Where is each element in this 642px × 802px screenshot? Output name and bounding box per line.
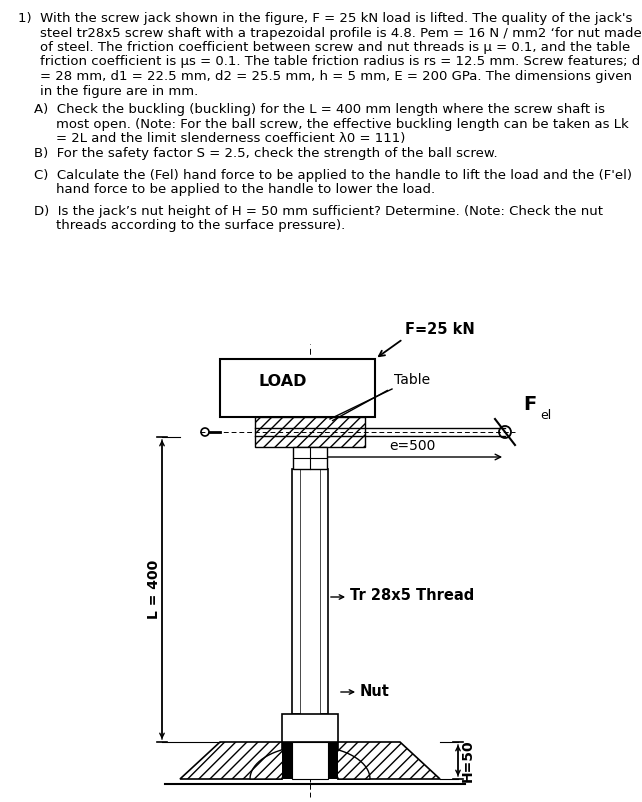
Polygon shape [338, 742, 440, 779]
Text: L = 400: L = 400 [147, 560, 161, 619]
Text: of steel. The friction coefficient between screw and nut threads is μ = 0.1, and: of steel. The friction coefficient betwe… [40, 41, 630, 54]
Text: in the figure are in mm.: in the figure are in mm. [40, 84, 198, 98]
Bar [255, 417, 365, 447]
Bar [300, 469, 320, 714]
Text: e=500: e=500 [389, 439, 435, 453]
Text: threads according to the surface pressure).: threads according to the surface pressur… [56, 220, 345, 233]
Text: D)  Is the jack’s nut height of H = 50 mm sufficient? Determine. (Note: Check th: D) Is the jack’s nut height of H = 50 mm… [34, 205, 603, 218]
Text: 1)  With the screw jack shown in the figure, F = 25 kN load is lifted. The quali: 1) With the screw jack shown in the figu… [18, 12, 632, 25]
Bar [282, 742, 338, 779]
Text: = 2L and the limit slenderness coefficient λ0 = 111): = 2L and the limit slenderness coefficie… [56, 132, 405, 145]
Text: A)  Check the buckling (buckling) for the L = 400 mm length where the screw shaf: A) Check the buckling (buckling) for the… [34, 103, 605, 116]
Text: Nut: Nut [360, 683, 390, 699]
Text: el: el [540, 409, 551, 422]
Bar [293, 447, 327, 469]
Text: Tr 28x5 Thread: Tr 28x5 Thread [350, 589, 474, 603]
Polygon shape [180, 742, 282, 779]
Text: LOAD: LOAD [259, 375, 308, 390]
Polygon shape [250, 746, 370, 779]
Text: H=50: H=50 [461, 739, 475, 782]
Text: = 28 mm, d1 = 22.5 mm, d2 = 25.5 mm, h = 5 mm, E = 200 GPa. The dimensions given: = 28 mm, d1 = 22.5 mm, d2 = 25.5 mm, h =… [40, 70, 632, 83]
Bar [292, 742, 328, 779]
Text: steel tr28x5 screw shaft with a trapezoidal profile is 4.8. Pem = 16 N / mm2 ‘fo: steel tr28x5 screw shaft with a trapezoi… [40, 26, 642, 39]
Bar [292, 469, 328, 714]
Text: Table: Table [394, 373, 430, 387]
Text: C)  Calculate the (Fel) hand force to be applied to the handle to lift the load : C) Calculate the (Fel) hand force to be … [34, 168, 632, 181]
Text: most open. (Note: For the ball screw, the effective buckling length can be taken: most open. (Note: For the ball screw, th… [56, 118, 629, 131]
Bar [220, 359, 375, 417]
Text: hand force to be applied to the handle to lower the load.: hand force to be applied to the handle t… [56, 183, 435, 196]
Bar [282, 714, 338, 742]
Text: B)  For the safety factor S = 2.5, check the strength of the ball screw.: B) For the safety factor S = 2.5, check … [34, 147, 498, 160]
Text: friction coefficient is μs = 0.1. The table friction radius is rs = 12.5 mm. Scr: friction coefficient is μs = 0.1. The ta… [40, 55, 640, 68]
Text: F=25 kN: F=25 kN [405, 322, 474, 337]
Text: $\mathbf{F}$: $\mathbf{F}$ [523, 395, 537, 414]
